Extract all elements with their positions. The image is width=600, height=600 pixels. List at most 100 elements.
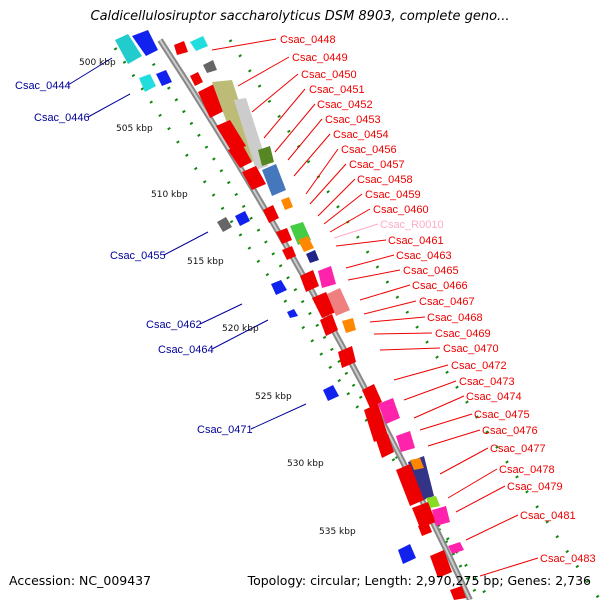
label-csac-0462[interactable]: Csac_0462 bbox=[146, 319, 202, 331]
label-csac-0468[interactable]: Csac_0468 bbox=[427, 312, 483, 324]
leader-csac-0448 bbox=[211, 38, 277, 51]
gene-csac-0486-feature bbox=[430, 550, 452, 578]
label-csac-0469[interactable]: Csac_0469 bbox=[435, 328, 491, 340]
kbp-tick-525: 525 kbp bbox=[255, 392, 292, 402]
label-csac-0454[interactable]: Csac_0454 bbox=[333, 129, 389, 141]
gene-csac-0455b-feature bbox=[235, 211, 250, 226]
gene-csac-0458-feature bbox=[258, 146, 274, 166]
gene-csac-0465-feature bbox=[298, 236, 314, 252]
leader-csac-0461 bbox=[335, 239, 387, 247]
leader-csac-0462 bbox=[199, 303, 243, 325]
inner-gene-ring-path bbox=[136, 39, 482, 600]
label-csac-r0010[interactable]: Csac_R0010 bbox=[380, 219, 444, 231]
gene-csac-0449-feature bbox=[190, 36, 208, 51]
gene-csac-0478-feature bbox=[378, 398, 400, 424]
label-csac-0452[interactable]: Csac_0452 bbox=[317, 99, 373, 111]
topology-value: circular bbox=[310, 573, 357, 588]
label-csac-0444[interactable]: Csac_0444 bbox=[15, 80, 71, 92]
gene-csac-0472-feature bbox=[312, 292, 336, 318]
leader-csac-0452 bbox=[274, 103, 316, 153]
leader-csac-0472 bbox=[393, 364, 449, 381]
label-csac-0474[interactable]: Csac_0474 bbox=[466, 391, 522, 403]
leader-csac-0459 bbox=[323, 193, 363, 225]
leader-csac-0481 bbox=[465, 514, 519, 541]
leader-csac-0475 bbox=[419, 413, 473, 431]
leader-csac-0468 bbox=[369, 316, 426, 323]
leader-csac-0483 bbox=[479, 557, 539, 577]
label-csac-0451[interactable]: Csac_0451 bbox=[309, 84, 365, 96]
label-csac-0470[interactable]: Csac_0470 bbox=[443, 343, 499, 355]
leader-csac-0458 bbox=[317, 178, 356, 217]
label-csac-0463[interactable]: Csac_0463 bbox=[396, 250, 452, 262]
genes-value: 2,736 bbox=[555, 573, 591, 588]
label-csac-0476[interactable]: Csac_0476 bbox=[482, 425, 538, 437]
label-csac-0456[interactable]: Csac_0456 bbox=[341, 144, 397, 156]
kbp-tick-520: 520 kbp bbox=[222, 324, 259, 334]
kbp-tick-530: 530 kbp bbox=[287, 459, 324, 469]
gene-csac-0476-feature bbox=[338, 346, 356, 368]
gene-csac-0482-fwd-feature bbox=[396, 464, 424, 506]
leader-csac-0464 bbox=[211, 319, 269, 350]
label-csac-0466[interactable]: Csac_0466 bbox=[412, 280, 468, 292]
gene-csac-0464-feature bbox=[287, 309, 298, 318]
accession-info: Accession: NC_009437 bbox=[9, 573, 151, 588]
gene-csac-0452-feature bbox=[198, 84, 226, 118]
gene-csac-0473-feature bbox=[327, 288, 350, 316]
leader-csac-0463 bbox=[345, 254, 395, 269]
label-csac-0475[interactable]: Csac_0475 bbox=[474, 409, 530, 421]
label-csac-0467[interactable]: Csac_0467 bbox=[419, 296, 475, 308]
gene-csac-0461-feature bbox=[263, 205, 279, 223]
leader-csac-0444 bbox=[67, 57, 113, 86]
gene-csac-0459-feature bbox=[242, 166, 266, 190]
length-label: Length: bbox=[364, 573, 412, 588]
forward-gene-labels: Csac_0448 Csac_0449 Csac_0450 Csac_0451 … bbox=[280, 34, 596, 565]
kbp-tick-ring-path bbox=[113, 47, 492, 600]
inner-gene-ring bbox=[136, 39, 482, 600]
label-csac-0455[interactable]: Csac_0455 bbox=[110, 250, 166, 262]
gene-csac-0445-feature bbox=[132, 30, 158, 56]
leader-csac-0470 bbox=[379, 347, 441, 351]
label-csac-0479[interactable]: Csac_0479 bbox=[507, 481, 563, 493]
map-title: Caldicellulosiruptor saccharolyticus DSM… bbox=[90, 9, 510, 24]
label-csac-0461[interactable]: Csac_0461 bbox=[388, 235, 444, 247]
label-csac-0477[interactable]: Csac_0477 bbox=[490, 443, 546, 455]
leader-csac-0477 bbox=[439, 447, 489, 475]
label-csac-0453[interactable]: Csac_0453 bbox=[325, 114, 381, 126]
label-csac-0465[interactable]: Csac_0465 bbox=[403, 265, 459, 277]
label-csac-0458[interactable]: Csac_0458 bbox=[357, 174, 413, 186]
label-csac-0446[interactable]: Csac_0446 bbox=[34, 112, 90, 124]
label-csac-0449[interactable]: Csac_0449 bbox=[292, 52, 348, 64]
gene-csac-0483b-feature bbox=[432, 506, 450, 526]
gene-csac-0481b-feature bbox=[410, 458, 424, 470]
leader-csac-0465 bbox=[347, 269, 401, 281]
topology-label: Topology: bbox=[247, 573, 307, 588]
kbp-tick-ring bbox=[113, 47, 492, 600]
gene-csac-0487-feature bbox=[450, 586, 466, 600]
reverse-gene-labels: Csac_0444 Csac_0446 Csac_0455 Csac_0462 … bbox=[15, 80, 253, 436]
label-csac-0481[interactable]: Csac_0481 bbox=[520, 510, 576, 522]
label-csac-0457[interactable]: Csac_0457 bbox=[349, 159, 405, 171]
gene-csac-0444-feature bbox=[115, 34, 142, 64]
gene-csac-0485-feature bbox=[448, 542, 464, 554]
leader-csac-0451 bbox=[263, 88, 306, 139]
gene-csac-0469-feature bbox=[300, 270, 319, 292]
genome-stats: Topology: circular; Length: 2,970,275 bp… bbox=[247, 573, 591, 588]
leader-csac-0478 bbox=[447, 468, 498, 499]
leader-csac-0469 bbox=[373, 332, 433, 335]
label-csac-0459[interactable]: Csac_0459 bbox=[365, 189, 421, 201]
leader-csac-0473 bbox=[403, 380, 457, 401]
leader-csac-0467 bbox=[363, 300, 417, 315]
label-csac-0450[interactable]: Csac_0450 bbox=[301, 69, 357, 81]
label-csac-0448[interactable]: Csac_0448 bbox=[280, 34, 336, 46]
label-csac-0471[interactable]: Csac_0471 bbox=[197, 424, 253, 436]
label-csac-0483[interactable]: Csac_0483 bbox=[540, 553, 596, 565]
kbp-tick-labels: 500 kbp 505 kbp 510 kbp 515 kbp 520 kbp … bbox=[79, 58, 356, 537]
label-csac-0460[interactable]: Csac_0460 bbox=[373, 204, 429, 216]
label-csac-0472[interactable]: Csac_0472 bbox=[451, 360, 507, 372]
label-csac-0478[interactable]: Csac_0478 bbox=[499, 464, 555, 476]
gene-csac-0462-feature bbox=[271, 280, 287, 295]
label-csac-0464[interactable]: Csac_0464 bbox=[158, 344, 214, 356]
reverse-leader-lines bbox=[67, 57, 307, 430]
label-csac-0473[interactable]: Csac_0473 bbox=[459, 376, 515, 388]
gene-csac-0453-feature bbox=[212, 80, 258, 164]
